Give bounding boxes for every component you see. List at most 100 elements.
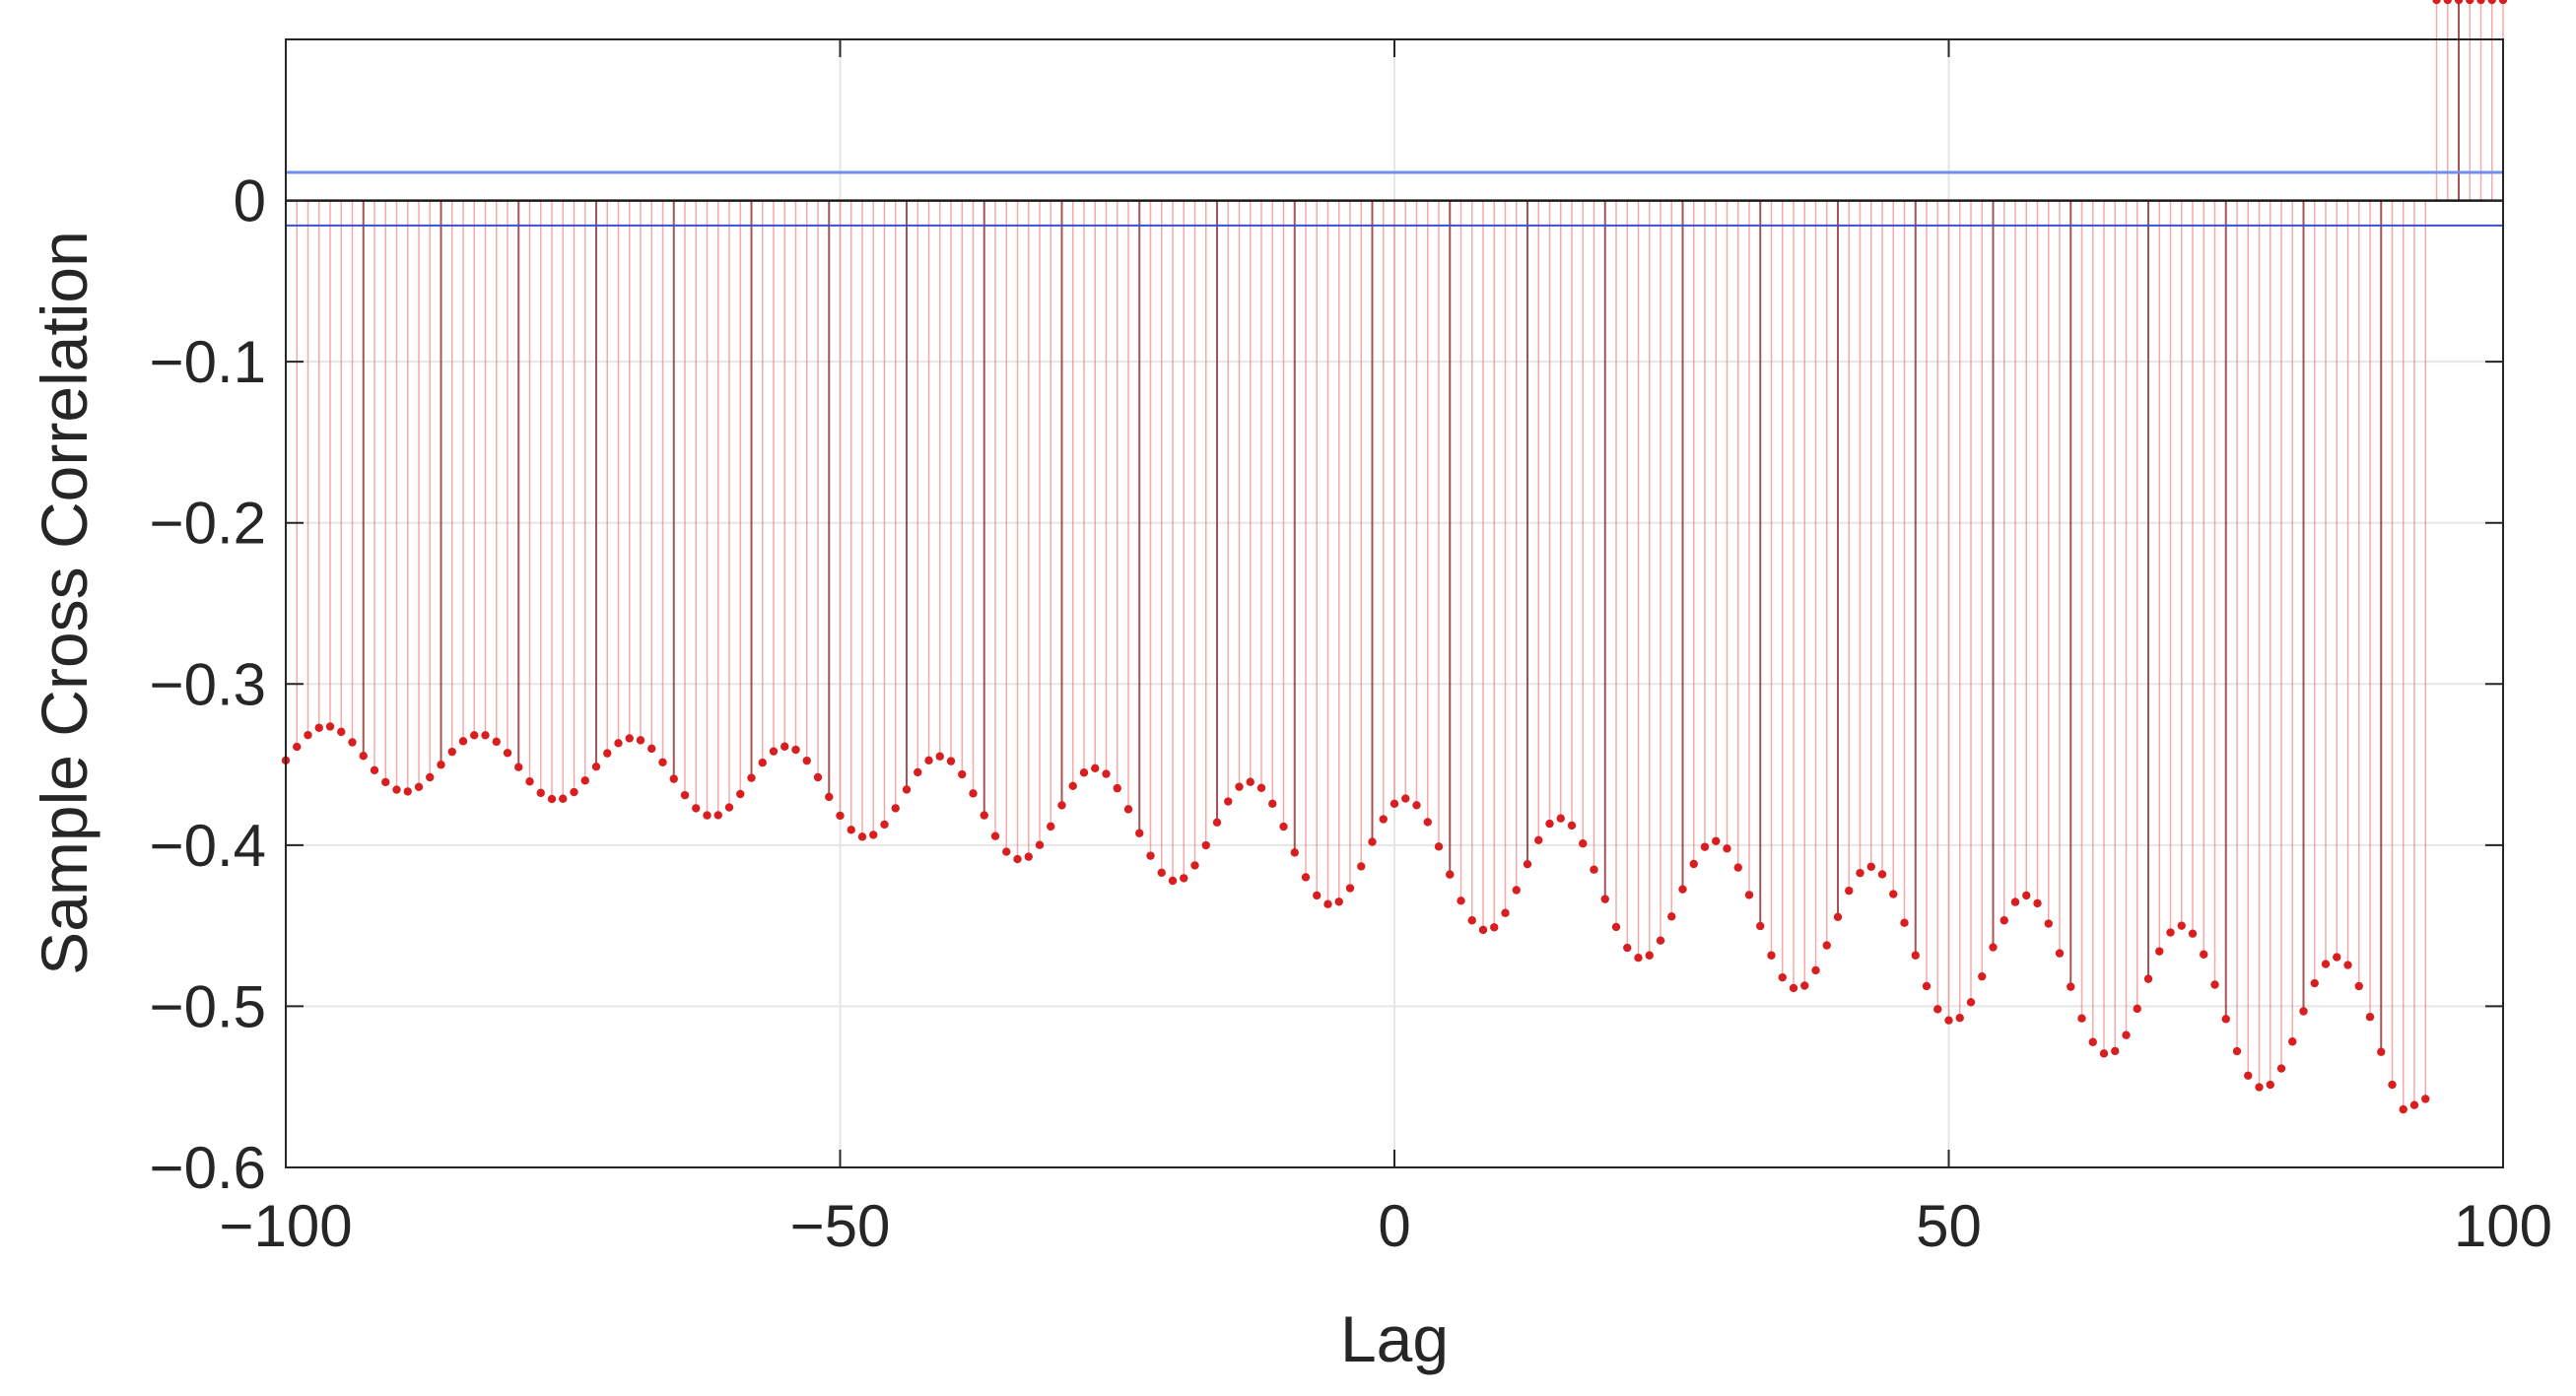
stem-marker [2421,1095,2430,1103]
stem-marker [492,737,501,747]
stem-marker [1002,847,1011,856]
stem-marker [2255,1083,2264,1092]
stem-marker [1800,981,1809,990]
stem-marker [1955,1014,1964,1023]
stem-marker [1978,971,1987,981]
stem-marker [1035,840,1045,849]
stem-marker [891,804,900,813]
stem-marker [1047,822,1055,831]
stem-marker [1545,819,1554,829]
stem-marker [1102,769,1111,778]
stem-marker [1534,835,1543,844]
stem-marker [1645,951,1654,960]
stem-marker [1446,870,1455,879]
stem-marker [1811,965,1820,975]
stem-marker [2399,1104,2407,1114]
stem-marker [1877,870,1887,879]
stem-marker [736,789,745,799]
stem-marker [2155,947,2164,956]
stem-marker [414,782,424,792]
stem-marker [2443,0,2452,5]
stem-marker [2454,0,2464,5]
stem-marker [1224,797,1233,806]
stem-marker [1600,895,1609,903]
stem-marker [1778,972,1787,982]
stem-marker [1922,981,1932,991]
stem-marker [2266,1080,2274,1090]
stem-marker [935,752,944,761]
stem-marker [980,811,988,820]
stem-marker [2354,981,2363,991]
stem-marker [724,803,734,812]
stem-marker [2244,1071,2253,1080]
confidence-bounds [286,170,2503,227]
stem-marker [2377,1047,2386,1056]
y-tick-label: −0.5 [150,973,266,1039]
y-tick-label: 0 [234,168,266,234]
x-tick-labels: −100 −50 0 50 100 [219,1193,2552,1259]
stem-marker [2067,982,2075,991]
stem-marker [2343,961,2352,969]
y-axis-label: Sample Cross Correlation [28,231,101,975]
stem-marker [1323,899,1332,908]
stem-marker [1556,814,1565,823]
stem-marker [1756,921,1765,931]
stem-marker [758,758,767,767]
stem-marker [1013,854,1022,864]
x-tick-label: −50 [790,1193,891,1259]
x-tick-label: 0 [1378,1193,1410,1259]
stem-marker [958,769,967,779]
stem-marker [1168,876,1178,886]
stem-marker [2111,1046,2120,1056]
stem-marker [1235,782,1244,791]
stem-marker [426,772,435,782]
x-tick-label: 50 [1916,1193,1982,1259]
stem-marker [2166,928,2175,937]
stem-marker [1989,943,1998,952]
stem-marker [1944,1016,1953,1025]
stem-marker [437,761,445,769]
stem-marker [1423,818,1432,827]
stem-marker [692,804,701,813]
stem-marker [969,789,978,798]
stem-marker [636,736,645,745]
stem-marker [2022,891,2031,900]
stem-marker [2133,1004,2141,1014]
stem-marker [2033,898,2042,908]
stem-marker [1379,815,1388,824]
stem-marker [1623,943,1632,953]
stem-marker [2177,921,2186,930]
stem-marker [1845,886,1854,896]
stem-marker [603,749,612,758]
stem-marker [2476,0,2485,5]
stem-marker [1279,822,1288,831]
stem-marker [2276,1064,2286,1073]
stem-marker [703,811,712,820]
stem-marker [658,758,667,766]
stem-marker [481,731,490,740]
markers [281,0,2508,1114]
stem-marker [1667,912,1676,921]
stem-marker [1856,868,1864,878]
stem-marker [1401,794,1410,803]
stem-marker [1334,897,1343,906]
y-tick-label: −0.3 [150,651,266,717]
stem-marker [2055,949,2065,958]
stem-marker [514,763,523,771]
stem-marker [1833,912,1843,922]
stem-marker [802,756,811,765]
stem-marker [2210,980,2219,989]
stem-marker [2088,1037,2097,1046]
stem-marker [370,765,379,774]
stem-marker [2188,929,2198,938]
stem-marker [857,832,867,841]
stem-marker [1201,840,1210,850]
stem-marker [1656,936,1665,945]
stem-marker [2010,897,2020,906]
y-tick-label: −0.1 [150,329,266,395]
stem-marker [2321,960,2331,968]
stem-marker [825,792,834,802]
stem-marker [669,774,678,783]
stem-marker [1024,852,1033,861]
stem-marker [1611,922,1621,932]
